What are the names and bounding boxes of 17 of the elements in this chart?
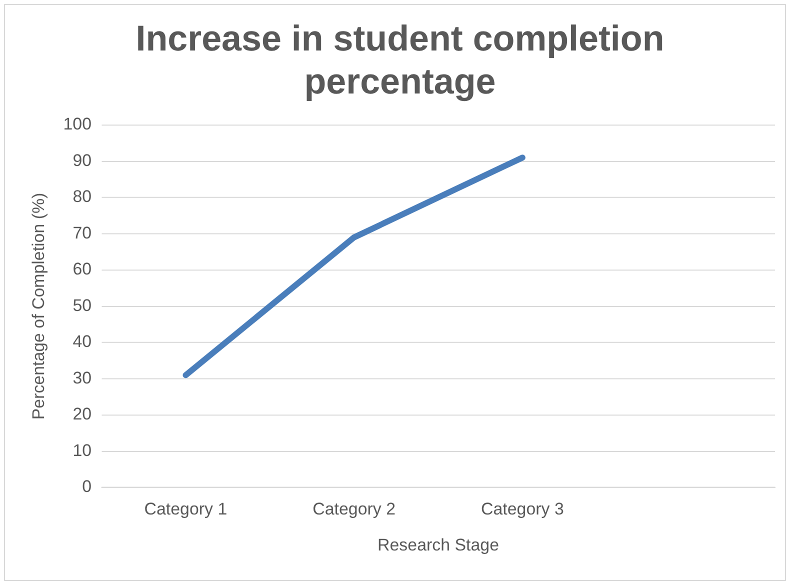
y-tick-label: 40: [72, 332, 92, 352]
x-tick-label: Category 1: [144, 499, 228, 518]
x-tick-label: Category 3: [481, 499, 564, 518]
y-tick-label: 80: [72, 187, 92, 206]
y-tick-label: 90: [72, 150, 92, 170]
y-axis-title: Percentage of Completion (%): [28, 192, 48, 420]
chart-title: Increase in student completion percentage: [136, 18, 664, 102]
y-tick-label: 20: [72, 404, 92, 424]
y-tick-label: 70: [72, 223, 92, 242]
y-tick-label: 100: [63, 114, 92, 134]
y-tick-label: 50: [72, 296, 92, 315]
x-axis-title: Research Stage: [378, 536, 500, 555]
y-tick-label: 10: [72, 440, 92, 460]
x-tick-label: Category 2: [312, 499, 396, 518]
y-tick-label: 60: [72, 260, 92, 279]
y-tick-label: 30: [72, 368, 92, 388]
y-tick-label: 0: [82, 477, 92, 496]
